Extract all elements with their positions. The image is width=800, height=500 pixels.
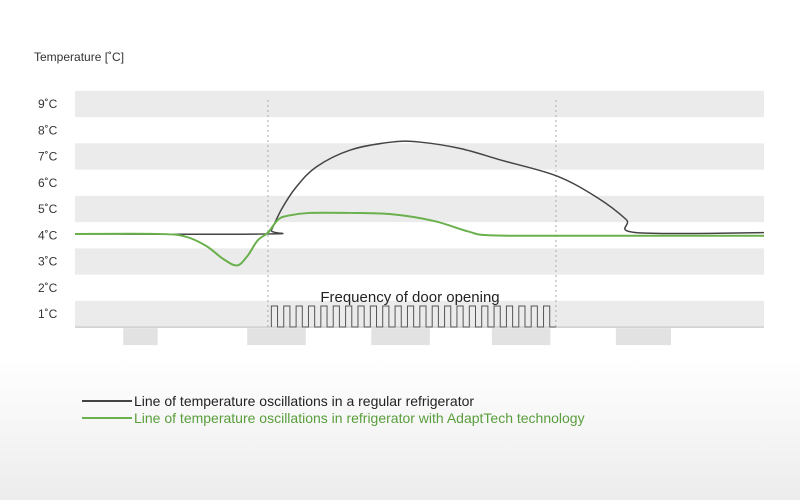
x-block (123, 328, 158, 346)
legend-label: Line of temperature oscillations in a re… (134, 393, 474, 409)
door-opening-annotation: Frequency of door opening (320, 289, 499, 306)
legend: Line of temperature oscillations in a re… (82, 393, 585, 426)
grid-band (75, 143, 764, 170)
y-tick-label: 3˚C (38, 255, 58, 269)
x-block (615, 328, 671, 346)
y-tick-label: 6˚C (38, 176, 58, 190)
series-line (74, 140, 765, 235)
y-tick-label: 9˚C (38, 97, 58, 111)
x-axis-blocks (123, 328, 671, 346)
y-tick-label: 2˚C (38, 281, 58, 295)
y-tick-label: 8˚C (38, 123, 58, 137)
x-block (371, 328, 430, 346)
x-block (491, 328, 551, 346)
x-block (247, 328, 306, 346)
legend-label: Line of temperature oscillations in refr… (134, 410, 585, 426)
y-tick-label: 1˚C (38, 307, 58, 321)
series-line (74, 211, 765, 267)
y-axis-label: Temperature [˚C] (34, 50, 124, 64)
y-tick-label: 5˚C (38, 202, 58, 216)
grid-band (75, 248, 764, 275)
door-opening-signal (270, 305, 556, 328)
y-tick-labels: 9˚C 8˚C 7˚C 6˚C 5˚C 4˚C 3˚C 2˚C 1˚C (38, 97, 58, 321)
y-tick-label: 7˚C (38, 150, 58, 164)
y-tick-label: 4˚C (38, 228, 58, 242)
series-lines (74, 140, 765, 267)
grid-band (75, 90, 764, 118)
door-opening-wave (270, 305, 556, 328)
